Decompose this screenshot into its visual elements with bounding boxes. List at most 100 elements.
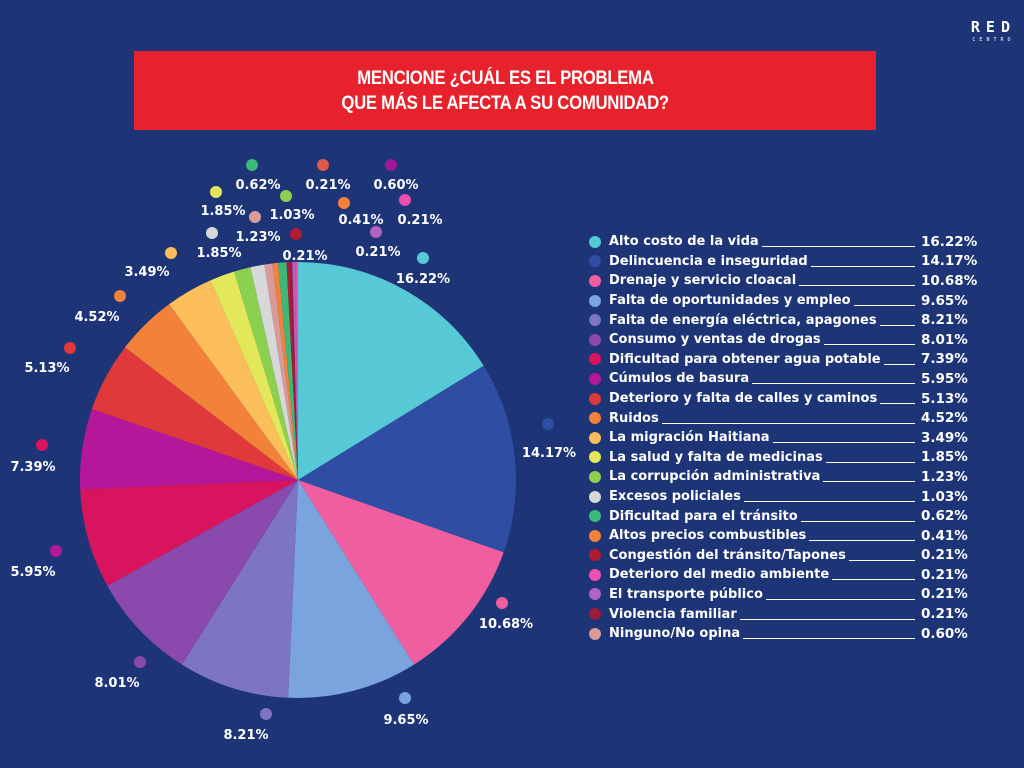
pie-slice-14 (278, 262, 298, 480)
pie-slice-6 (80, 480, 298, 586)
legend-label: Violencia familiar (609, 606, 737, 622)
outer-label-text: 9.65% (383, 713, 428, 728)
outer-label-text: 5.13% (24, 361, 69, 376)
legend-value: 0.21% (921, 566, 968, 583)
legend-value: 4.52% (921, 410, 968, 427)
legend-leader-line (743, 638, 915, 640)
outer-label-text: 3.49% (124, 265, 169, 280)
legend-leader-line (810, 265, 915, 267)
outer-label-text: 10.68% (479, 617, 533, 632)
legend-leader-line (772, 442, 915, 444)
legend-leader-line (752, 383, 915, 385)
pie-slice-11 (210, 271, 298, 480)
legend-swatch (589, 274, 601, 287)
pie-slice-18 (292, 262, 298, 480)
legend-swatch (589, 372, 601, 385)
legend-label: Falta de energía eléctrica, apagones (609, 312, 877, 328)
pie-slice-16 (286, 262, 298, 480)
legend-value: 3.49% (921, 429, 968, 446)
pie-slice-9 (124, 304, 298, 480)
legend-label: Ruidos (609, 410, 659, 426)
legend-swatch (589, 568, 601, 581)
outer-label-dot (165, 247, 177, 259)
legend-swatch (589, 235, 601, 248)
outer-label-dot (290, 228, 302, 240)
chart-title-line-2: QUE MÁS LE AFECTA A SU COMUNIDAD? (341, 92, 669, 114)
legend-leader-line (800, 520, 915, 522)
logo-main-text: RED (970, 18, 1016, 36)
outer-label-text: 16.22% (396, 272, 450, 287)
outer-label-text: 5.95% (10, 565, 55, 580)
legend-label: Deterioro del medio ambiente (609, 567, 830, 583)
legend-swatch (589, 529, 601, 542)
legend-value: 14.17% (921, 253, 978, 270)
pie-slice-19 (289, 262, 298, 480)
legend-leader-line (848, 559, 915, 561)
legend-label: Alto costo de la vida (609, 234, 759, 250)
legend-item: Dificultad para el tránsito 0.62% (589, 506, 979, 526)
outer-label-text: 0.62% (235, 178, 280, 193)
legend-item: La migración Haitiana 3.49% (589, 428, 979, 448)
legend-label: La corrupción administrativa (609, 469, 821, 485)
legend-swatch (589, 314, 601, 327)
pie-slice-4 (182, 480, 298, 698)
legend-swatch (589, 392, 601, 405)
legend-item: El transporte público 0.21% (589, 585, 979, 605)
outer-label-dot (246, 159, 258, 171)
legend-item: Consumo y ventas de drogas 8.01% (589, 330, 979, 350)
legend-item: La salud y falta de medicinas 1.85% (589, 448, 979, 468)
outer-label-dot (370, 226, 382, 238)
chart-legend: Alto costo de la vida 16.22% Delincuencia … (589, 232, 979, 643)
legend-label: El transporte público (609, 586, 763, 602)
pie-slice-3 (288, 480, 414, 698)
outer-label-dot (496, 597, 508, 609)
outer-label-text: 0.21% (397, 213, 442, 228)
legend-value: 10.68% (921, 272, 978, 289)
legend-label: La salud y falta de medicinas (609, 449, 823, 465)
legend-item: La corrupción administrativa 1.23% (589, 467, 979, 487)
legend-item: Cúmulos de basura 5.95% (589, 369, 979, 389)
outer-label-dot (249, 211, 261, 223)
pie-slice-1 (298, 365, 516, 553)
pie-slice-12 (234, 267, 298, 480)
legend-leader-line (823, 344, 915, 346)
legend-swatch (589, 608, 601, 621)
legend-label: Congestión del tránsito/Tapones (609, 547, 846, 563)
legend-value: 5.95% (921, 370, 968, 387)
legend-value: 1.85% (921, 449, 968, 466)
outer-label-dot (338, 197, 350, 209)
legend-swatch (589, 510, 601, 523)
legend-item: Deterioro del medio ambiente 0.21% (589, 565, 979, 585)
legend-item: Excesos policiales 1.03% (589, 487, 979, 507)
outer-label-dot (114, 290, 126, 302)
pie-slice-0 (298, 262, 484, 480)
outer-label-dot (134, 656, 146, 668)
legend-label: Excesos policiales (609, 489, 741, 505)
legend-label: Falta de oportunidades y empleo (609, 293, 851, 309)
outer-label-dot (317, 159, 329, 171)
legend-item: Ninguno/No opina 0.60% (589, 624, 979, 644)
outer-label-dot (542, 418, 554, 430)
outer-label-dot (280, 190, 292, 202)
legend-leader-line (799, 285, 915, 287)
legend-leader-line (883, 363, 915, 365)
pie-slice-17 (295, 262, 298, 480)
outer-label-dot (260, 708, 272, 720)
outer-label-text: 8.01% (94, 676, 139, 691)
legend-value: 1.23% (921, 468, 968, 485)
legend-swatch (589, 255, 601, 268)
legend-swatch (589, 431, 601, 444)
legend-leader-line (765, 598, 915, 600)
legend-item: Delincuencia e inseguridad 14.17% (589, 252, 979, 272)
legend-leader-line (879, 324, 915, 326)
legend-swatch (589, 294, 601, 307)
pie-slice-8 (91, 347, 298, 480)
legend-leader-line (832, 579, 915, 581)
outer-label-text: 1.03% (269, 208, 314, 223)
outer-label-text: 0.21% (282, 249, 327, 264)
legend-leader-line (823, 481, 915, 483)
outer-label-text: 1.85% (196, 246, 241, 261)
legend-swatch (589, 470, 601, 483)
legend-value: 7.39% (921, 351, 968, 368)
